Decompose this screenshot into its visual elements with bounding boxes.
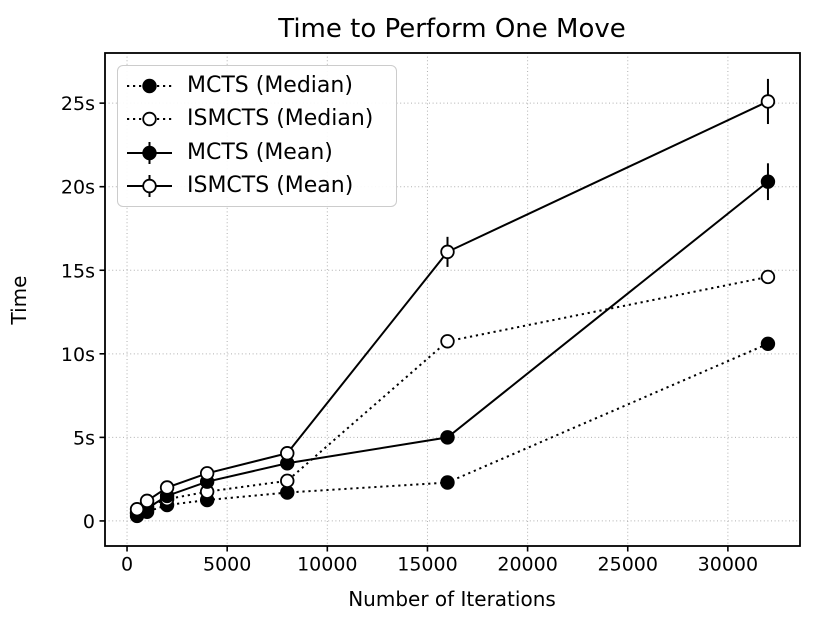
legend-sample-solid bbox=[127, 175, 172, 198]
legend: MCTS (Median) ISMCTS (Median) MCTS (Mean) I… bbox=[117, 65, 397, 207]
open-circle-marker bbox=[440, 244, 455, 260]
legend-entry: MCTS (Median) bbox=[126, 69, 390, 102]
y-tick-label: 5s bbox=[73, 427, 95, 449]
open-circle-marker bbox=[142, 112, 157, 127]
y-tick-label: 20s bbox=[61, 177, 95, 199]
series-line bbox=[136, 180, 769, 515]
legend-label: MCTS (Mean) bbox=[187, 139, 333, 165]
legend-label: ISMCTS (Mean) bbox=[187, 173, 354, 199]
data-series bbox=[129, 78, 776, 524]
y-tick-label: 10s bbox=[61, 344, 95, 366]
open-circle-marker bbox=[280, 473, 295, 489]
legend-entry: ISMCTS (Mean) bbox=[126, 170, 390, 203]
x-tick-label: 5000 bbox=[203, 554, 251, 576]
x-axis-label: Number of Iterations bbox=[348, 587, 556, 611]
y-tick-label: 15s bbox=[61, 260, 95, 282]
y-tick-label: 0 bbox=[83, 511, 95, 533]
legend-entry: MCTS (Mean) bbox=[126, 136, 390, 169]
legend-sample-dotted bbox=[127, 78, 172, 94]
open-circle-marker bbox=[280, 446, 295, 461]
filled-circle-marker bbox=[142, 78, 157, 94]
x-tick-label: 20000 bbox=[497, 554, 557, 576]
filled-circle-marker bbox=[760, 174, 776, 189]
open-circle-marker bbox=[129, 502, 145, 517]
plot-border bbox=[104, 52, 801, 547]
open-circle-marker bbox=[760, 94, 776, 109]
series-line bbox=[136, 275, 769, 514]
filled-circle-marker bbox=[142, 145, 157, 160]
x-tick-label: 30000 bbox=[698, 554, 758, 576]
x-tick-label: 10000 bbox=[297, 554, 357, 576]
x-tick-label: 0 bbox=[121, 554, 133, 576]
x-tick-label: 25000 bbox=[598, 554, 658, 576]
y-tick-label: 25s bbox=[61, 93, 95, 115]
open-circle-marker bbox=[139, 493, 155, 509]
filled-circle-marker bbox=[440, 430, 455, 445]
legend-sample-solid bbox=[127, 141, 172, 164]
series-mcts-median- bbox=[129, 336, 776, 524]
open-circle-marker bbox=[440, 334, 455, 349]
legend-sample-dotted bbox=[127, 112, 172, 127]
open-circle-marker bbox=[760, 269, 776, 285]
series-ismcts-mean- bbox=[129, 78, 776, 517]
open-circle-marker bbox=[142, 178, 157, 194]
chart-title: Time to Perform One Move bbox=[277, 14, 626, 44]
x-tick-label: 15000 bbox=[397, 554, 457, 576]
filled-circle-marker bbox=[760, 336, 776, 351]
open-circle-marker bbox=[159, 480, 175, 495]
filled-circle-marker bbox=[440, 475, 455, 490]
legend-label: MCTS (Median) bbox=[187, 72, 353, 98]
filled-circle-marker bbox=[280, 485, 295, 500]
axis-ticks: 0 5000 10000 15000 20000 25000 30000 0 5s 10s 15s 2… bbox=[61, 93, 758, 575]
legend-label: ISMCTS (Median) bbox=[187, 106, 374, 132]
open-circle-marker bbox=[199, 466, 215, 481]
y-axis-label: Time bbox=[7, 276, 31, 326]
series-line bbox=[136, 342, 769, 517]
legend-entry: ISMCTS (Median) bbox=[126, 103, 390, 136]
